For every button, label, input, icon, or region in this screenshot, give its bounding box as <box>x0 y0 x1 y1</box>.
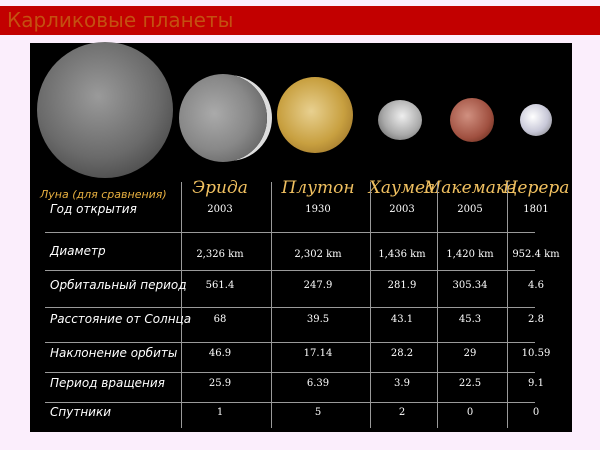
row-divider <box>45 307 535 308</box>
column-header: Церера <box>502 178 570 198</box>
table-cell: 3.9 <box>394 378 410 389</box>
row-divider <box>45 402 535 403</box>
table-cell: 281.9 <box>387 280 417 291</box>
ceres-image <box>520 104 552 136</box>
table-cell: 39.5 <box>306 314 330 325</box>
column-divider <box>271 182 272 428</box>
makemake-image <box>450 98 494 142</box>
table-cell: 1930 <box>305 204 331 215</box>
column-divider <box>181 182 182 428</box>
column-divider <box>507 182 508 428</box>
row-label: Орбитальный период <box>50 278 187 292</box>
row-divider <box>45 342 535 343</box>
eris-image <box>179 74 267 162</box>
row-label: Период вращения <box>50 376 165 390</box>
row-label: Расстояние от Солнца <box>50 312 192 326</box>
column-divider <box>370 182 371 428</box>
table-cell: 1,436 km <box>378 249 426 260</box>
table-cell: 2005 <box>457 204 483 215</box>
table-cell: 4.6 <box>528 280 544 291</box>
row-label: Наклонение орбиты <box>50 346 178 360</box>
page-title: Карликовые планеты <box>7 8 234 32</box>
table-cell: 6.39 <box>306 378 330 389</box>
title-bar: Карликовые планеты <box>0 6 600 35</box>
table-cell: 2003 <box>389 204 415 215</box>
table-cell: 25.9 <box>208 378 232 389</box>
row-label: Диаметр <box>50 244 106 258</box>
column-header: Макемаке <box>423 178 517 198</box>
table-cell: 43.1 <box>390 314 414 325</box>
pluto-image <box>277 77 353 153</box>
table-cell: 0 <box>466 407 474 418</box>
table-cell: 1,420 km <box>446 249 494 260</box>
table-cell: 2003 <box>207 204 233 215</box>
table-cell: 0 <box>532 407 540 418</box>
column-header: Эрида <box>192 178 248 198</box>
table-cell: 247.9 <box>303 280 333 291</box>
table-cell: 2.8 <box>528 314 544 325</box>
table-cell: 22.5 <box>458 378 482 389</box>
row-divider <box>45 372 535 373</box>
table-cell: 45.3 <box>458 314 482 325</box>
table-cell: 2,302 km <box>294 249 342 260</box>
table-cell: 1801 <box>523 204 549 215</box>
table-cell: 1 <box>216 407 224 418</box>
table-cell: 2 <box>398 407 406 418</box>
row-label: Год открытия <box>50 202 137 216</box>
column-divider <box>437 182 438 428</box>
row-divider <box>45 270 535 271</box>
table-cell: 5 <box>314 407 322 418</box>
column-header: Плутон <box>281 178 355 198</box>
table-cell: 46.9 <box>208 348 232 359</box>
table-cell: 29 <box>463 348 477 359</box>
row-label: Спутники <box>50 405 112 419</box>
table-cell: 305.34 <box>452 280 488 291</box>
table-cell: 561.4 <box>205 280 235 291</box>
column-header: Хаумеа <box>368 178 436 198</box>
table-cell: 10.59 <box>521 348 551 359</box>
table-cell: 2,326 km <box>196 249 244 260</box>
table-cell: 68 <box>213 314 227 325</box>
moon-label: Луна (для сравнения) <box>40 188 167 201</box>
table-cell: 952.4 km <box>512 249 560 260</box>
table-cell: 17.14 <box>303 348 333 359</box>
row-divider <box>45 232 535 233</box>
haumea-image <box>378 100 422 140</box>
table-cell: 9.1 <box>528 378 544 389</box>
table-cell: 28.2 <box>390 348 414 359</box>
moon-image <box>37 42 173 178</box>
